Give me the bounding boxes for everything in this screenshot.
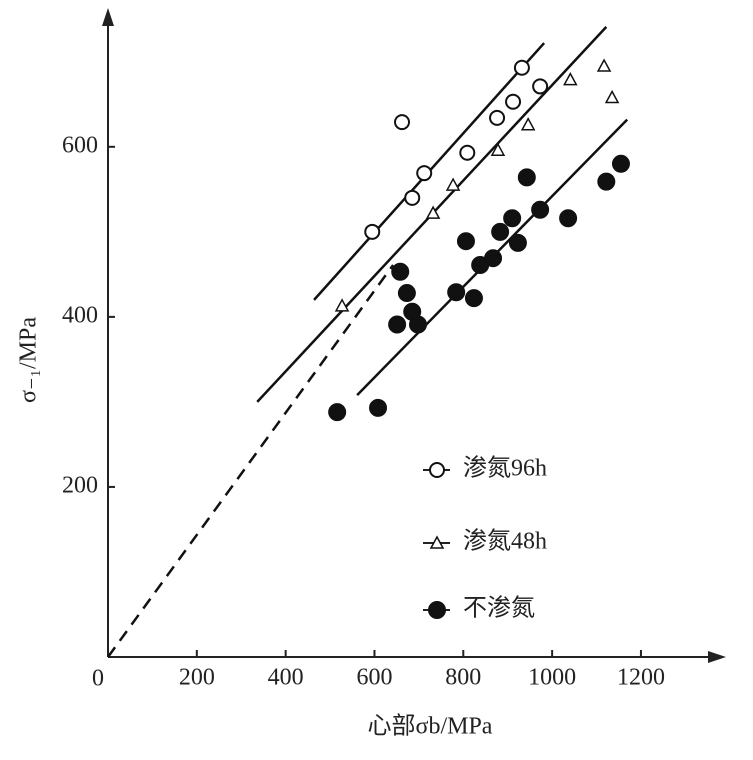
data-point: [508, 233, 527, 252]
data-point: [447, 283, 466, 302]
data-point: [596, 58, 612, 72]
legend-marker: [429, 535, 445, 549]
data-point: [563, 72, 578, 86]
legend-label: 渗氮48h: [463, 528, 547, 555]
x-tick-label: 800: [445, 665, 481, 691]
data-point: [391, 262, 410, 281]
data-point: [532, 78, 549, 95]
data-point: [328, 403, 347, 422]
legend-marker: [429, 462, 445, 478]
data-point: [364, 223, 381, 240]
x-tick-label: 1200: [617, 665, 665, 691]
data-point: [445, 177, 461, 191]
x-tick-label: 600: [356, 665, 392, 691]
data-point: [597, 172, 616, 191]
data-point: [604, 89, 620, 104]
data-point: [397, 284, 416, 303]
data-point: [394, 114, 411, 131]
data-point: [517, 168, 536, 187]
y-tick-label: 200: [62, 472, 98, 498]
y-tick-label: 600: [62, 132, 98, 158]
data-point: [459, 144, 476, 161]
y-axis-label: σ₋₁/MPa: [16, 317, 42, 403]
data-point: [611, 154, 630, 173]
data-point: [404, 189, 421, 206]
data-point: [334, 298, 350, 312]
data-point: [464, 289, 483, 308]
data-point: [408, 315, 427, 334]
y-arrow: [102, 8, 114, 26]
data-point: [490, 142, 506, 156]
data-point: [503, 209, 522, 228]
x-tick-label: 1000: [528, 665, 576, 691]
data-point: [520, 117, 536, 131]
extrapolation-line: [106, 264, 395, 658]
data-point: [513, 59, 530, 76]
x-axis-label: 心部σb/MPa: [368, 713, 493, 740]
x-tick-label: 400: [268, 665, 304, 691]
data-point: [484, 249, 503, 268]
legend-label: 渗氮96h: [463, 455, 547, 482]
x-arrow: [708, 651, 726, 663]
data-point: [491, 222, 510, 241]
data-point: [505, 93, 522, 110]
data-point: [489, 109, 506, 126]
y-tick-label: 400: [62, 302, 98, 328]
origin-label: 0: [92, 666, 104, 692]
legend-marker: [428, 601, 446, 619]
data-point: [531, 200, 550, 219]
data-point: [559, 209, 578, 228]
x-tick-label: 200: [179, 665, 215, 691]
data-point: [416, 165, 433, 182]
legend-label: 不渗氮: [463, 595, 535, 622]
data-point: [456, 232, 475, 251]
data-point: [388, 315, 407, 334]
data-point: [425, 205, 441, 219]
data-point: [369, 398, 388, 417]
